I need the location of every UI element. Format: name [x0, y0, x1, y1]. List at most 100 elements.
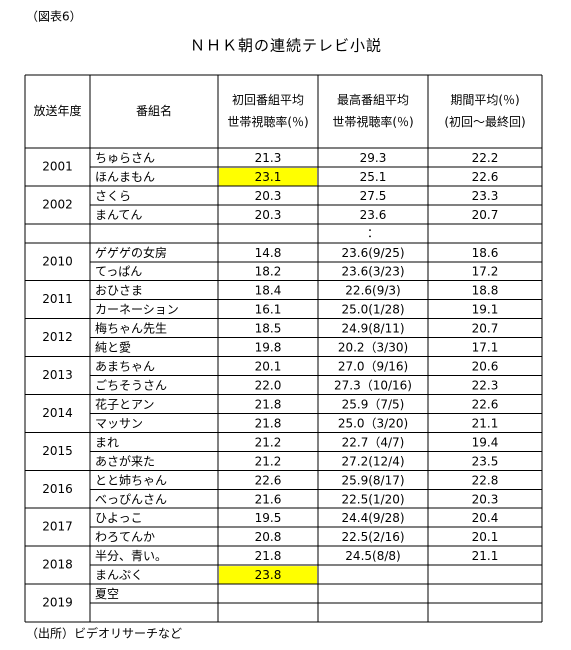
value-cell: 22.3	[472, 379, 499, 393]
header-cell: 期間平均(％)	[450, 93, 519, 107]
name-cell: あさが来た	[95, 453, 155, 468]
name-cell: べっぴんさん	[95, 492, 167, 506]
value-cell: 20.3	[472, 492, 499, 506]
value-cell: 27.0（9/16)	[338, 360, 408, 374]
value-cell: 19.5	[255, 511, 282, 525]
figure-label: （図表6）	[26, 10, 82, 24]
value-cell: 23.6	[360, 208, 387, 222]
value-cell: 21.2	[255, 454, 282, 468]
value-cell: 16.1	[255, 303, 282, 317]
name-cell: おひさま	[95, 284, 143, 298]
value-cell: 27.3（10/16)	[334, 379, 412, 393]
highlight	[219, 566, 317, 585]
value-cell: 18.8	[472, 284, 499, 298]
value-cell: 29.3	[360, 151, 387, 165]
value-cell: 22.7（4/7)	[342, 435, 405, 449]
header-cell: (初回～最終回)	[444, 114, 525, 129]
value-cell: 18.5	[255, 322, 282, 336]
name-cell: とと姉ちゃん	[95, 472, 167, 487]
year-cell: 2013	[42, 368, 73, 382]
name-cell: てっぱん	[95, 265, 142, 279]
value-cell: 27.2(12/4)	[341, 454, 404, 468]
year-cell: 2016	[42, 482, 73, 496]
value-cell: 20.2（3/30)	[338, 341, 408, 355]
header-cell: 番組名	[136, 103, 172, 118]
name-cell: ゲゲゲの女房	[95, 245, 167, 260]
value-cell: 18.4	[255, 284, 282, 298]
value-cell: 22.5(2/16)	[341, 530, 404, 544]
ellipsis: ：	[367, 226, 379, 240]
value-cell: 20.1	[472, 530, 499, 544]
value-cell: 19.1	[472, 303, 499, 317]
value-cell: 21.8	[255, 416, 282, 430]
value-cell: 23.8	[255, 568, 282, 582]
year-cell: 2011	[42, 292, 73, 306]
name-cell: マッサン	[95, 416, 143, 430]
value-cell: 17.2	[472, 265, 499, 279]
value-cell: 21.1	[472, 416, 499, 430]
year-cell: 2018	[42, 558, 73, 572]
value-cell: 22.0	[255, 379, 282, 393]
value-cell: 22.6	[472, 397, 499, 411]
value-cell: 20.8	[255, 530, 282, 544]
value-cell: 14.8	[255, 246, 282, 260]
value-cell: 20.7	[472, 208, 499, 222]
value-cell: 25.1	[360, 170, 387, 184]
value-cell: 19.4	[472, 435, 499, 449]
name-cell: 夏空	[95, 587, 119, 601]
name-cell: 梅ちゃん先生	[95, 321, 167, 336]
value-cell: 24.4(9/28)	[341, 511, 404, 525]
value-cell: 20.6	[472, 360, 499, 374]
value-cell: 27.5	[360, 189, 387, 203]
value-cell: 22.6	[472, 170, 499, 184]
year-cell: 2002	[42, 197, 73, 211]
value-cell: 25.0(1/28)	[341, 303, 404, 317]
name-cell: 純と愛	[95, 341, 131, 355]
value-cell: 19.8	[255, 341, 282, 355]
value-cell: 22.5(1/20)	[341, 492, 404, 506]
name-cell: さくら	[95, 189, 131, 203]
value-cell: 22.2	[472, 151, 499, 165]
value-cell: 23.5	[472, 454, 499, 468]
value-cell: 24.9(8/11)	[341, 322, 404, 336]
year-cell: 2012	[42, 330, 73, 344]
year-cell: 2019	[42, 596, 73, 610]
value-cell: 18.2	[255, 265, 282, 279]
value-cell: 18.6	[472, 246, 499, 260]
value-cell: 23.6(3/23)	[341, 265, 404, 279]
value-cell: 20.3	[255, 189, 282, 203]
source: （出所）ビデオリサーチなど	[26, 626, 182, 641]
value-cell: 21.8	[255, 549, 282, 563]
header-cell: 最高番組平均	[337, 92, 409, 107]
value-cell: 21.1	[472, 549, 499, 563]
value-cell: 22.6	[255, 473, 282, 487]
name-cell: ほんまもん	[95, 170, 155, 184]
value-cell: 20.3	[255, 208, 282, 222]
name-cell: ちゅらさん	[95, 151, 155, 165]
value-cell: 22.6(9/3)	[345, 284, 400, 298]
header-cell: 世帯視聴率(％)	[227, 114, 308, 129]
value-cell: 25.9(8/17)	[341, 473, 404, 487]
name-cell: わろてんか	[95, 530, 155, 544]
value-cell: 20.1	[255, 360, 282, 374]
value-cell: 21.2	[255, 435, 282, 449]
name-cell: 花子とアン	[95, 396, 155, 411]
value-cell: 23.6(9/25)	[341, 246, 404, 260]
name-cell: まんてん	[95, 208, 142, 222]
name-cell: ごちそうさん	[95, 378, 167, 393]
name-cell: カーネーション	[95, 303, 179, 317]
year-cell: 2001	[42, 159, 73, 173]
value-cell: 22.8	[472, 473, 499, 487]
title: ＮＨＫ朝の連続テレビ小説	[190, 37, 382, 55]
value-cell: 21.6	[255, 492, 282, 506]
value-cell: 17.1	[472, 341, 499, 355]
year-cell: 2017	[42, 520, 73, 534]
value-cell: 21.8	[255, 397, 282, 411]
header-cell: 世帯視聴率(％)	[332, 114, 413, 129]
header-cell: 初回番組平均	[232, 93, 304, 107]
header-cell: 放送年度	[33, 103, 81, 118]
value-cell: 23.3	[472, 189, 499, 203]
value-cell: 20.7	[472, 322, 499, 336]
value-cell: 23.1	[255, 170, 282, 184]
